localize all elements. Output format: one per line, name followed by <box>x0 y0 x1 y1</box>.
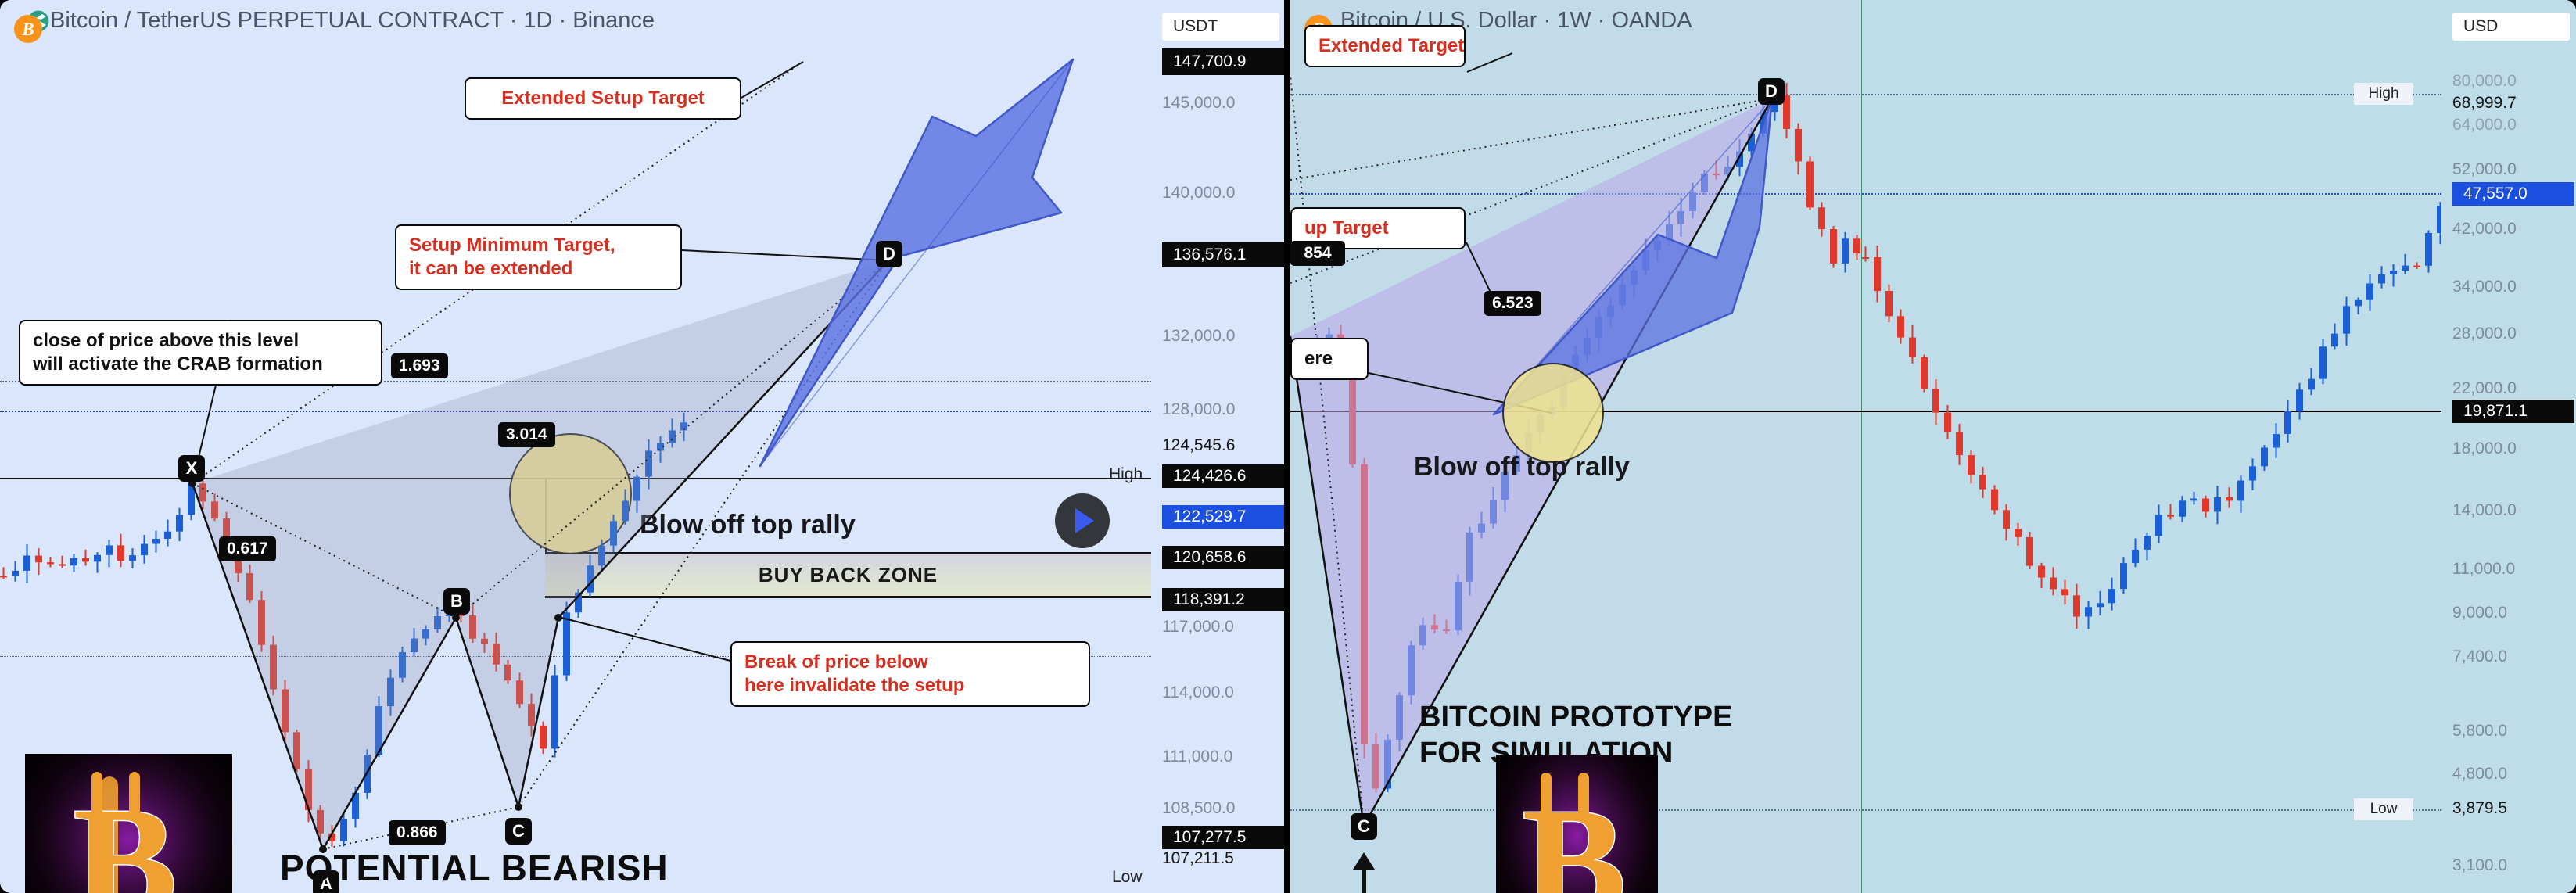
svg-text:B: B <box>73 776 177 893</box>
svg-text:B: B <box>1522 776 1626 893</box>
